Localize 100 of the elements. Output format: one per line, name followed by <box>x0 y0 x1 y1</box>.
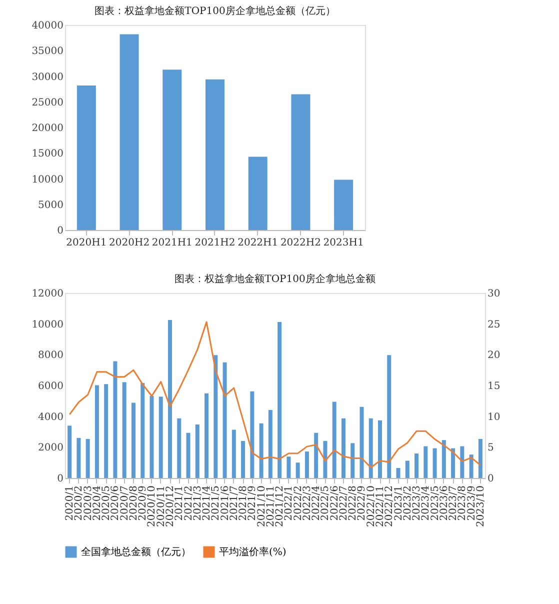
x-tick-label: 2020/2 <box>74 486 85 521</box>
y-tick-label: 5000 <box>38 200 64 211</box>
bar <box>469 454 474 478</box>
y-tick-label: 0 <box>57 226 64 236</box>
bar <box>478 438 482 478</box>
bar <box>177 418 182 478</box>
bar <box>304 451 309 478</box>
x-tick-label: 2023/8 <box>457 486 468 521</box>
y-tick-label: 2000 <box>38 442 64 454</box>
bar <box>334 180 354 230</box>
y-tick-label: 10000 <box>32 319 64 330</box>
bar <box>396 468 400 478</box>
bar <box>296 462 300 478</box>
bar <box>332 402 336 478</box>
x-tick-label: 2023/6 <box>438 486 450 521</box>
bar <box>168 320 172 478</box>
y2-tick-label: 5 <box>488 442 494 454</box>
bar <box>222 362 227 478</box>
x-tick-label: 2020/3 <box>82 486 94 521</box>
bar <box>150 396 154 478</box>
y2-tick-label: 25 <box>488 319 500 330</box>
x-tick-label: 2023/9 <box>466 486 478 521</box>
bar <box>360 406 364 478</box>
bar <box>268 410 272 478</box>
y-tick-label: 35000 <box>32 46 64 58</box>
x-tick-label: 2023/1 <box>393 486 404 521</box>
x-tick-label: 2022/2 <box>292 486 304 521</box>
x-tick-label: 2022/5 <box>320 486 332 521</box>
y-tick-label: 30000 <box>32 72 64 83</box>
y-tick-label: 6000 <box>38 381 64 392</box>
legend-label: 平均溢价率(%) <box>219 546 286 558</box>
x-tick-label: 2023H1 <box>323 238 364 248</box>
line-series <box>68 321 482 468</box>
y-tick-label: 20000 <box>32 123 64 134</box>
bar <box>113 361 118 478</box>
bar <box>122 382 126 478</box>
bar <box>186 432 190 478</box>
bar <box>76 85 96 230</box>
bar <box>341 418 346 478</box>
y-tick-label: 25000 <box>32 97 64 108</box>
x-tick-label: 2023/10 <box>475 486 486 528</box>
x-tick-label: 2021/9 <box>247 486 258 521</box>
x-tick-label: 2022/9 <box>356 486 368 521</box>
bar <box>451 448 456 478</box>
bar <box>278 322 282 478</box>
y2-tick-label: 30 <box>488 288 500 300</box>
x-tick-label: 2020/11 <box>156 486 167 528</box>
y2-tick-label: 15 <box>488 381 500 392</box>
x-tick-label: 2022/10 <box>366 486 377 528</box>
x-tick-label: 2020/10 <box>146 486 158 528</box>
x-tick-label: 2023/4 <box>420 486 432 521</box>
bar <box>286 456 291 478</box>
bar <box>206 79 224 230</box>
bar <box>131 402 136 478</box>
x-tick-label: 2021/2 <box>183 486 194 521</box>
bar <box>387 355 392 478</box>
x-tick-label: 2022H1 <box>238 238 278 248</box>
y2-tick-label: 0 <box>488 474 494 484</box>
bar <box>414 453 419 478</box>
y-tick-label: 0 <box>57 474 64 484</box>
bar <box>232 430 236 478</box>
y-tick-label: 15000 <box>32 148 64 160</box>
x-tick-label: 2022/11 <box>375 486 386 528</box>
y2-tick-label: 10 <box>488 412 500 423</box>
x-tick-label: 2021/5 <box>210 486 222 521</box>
bar <box>259 423 264 478</box>
bar <box>442 440 446 478</box>
y2-tick-label: 20 <box>488 350 500 362</box>
legend-label: 全国拿地总金额（亿元） <box>81 546 191 558</box>
bar <box>314 432 318 478</box>
x-tick-label: 2020/12 <box>165 486 176 528</box>
bar <box>104 384 108 478</box>
x-tick-label: 2021H2 <box>194 238 236 248</box>
y-tick-label: 40000 <box>32 20 64 32</box>
x-tick-label: 2021/1 <box>174 486 186 521</box>
bar <box>195 424 200 478</box>
bar <box>204 393 209 478</box>
bar <box>158 396 163 478</box>
x-tick-label: 2020/8 <box>128 486 140 521</box>
y-tick-label: 4000 <box>38 412 64 423</box>
x-tick-label: 2020/6 <box>110 486 122 521</box>
x-tick-label: 2022/12 <box>384 486 396 528</box>
chart-title: 图表：权益拿地金额TOP100房企拿地总金额（亿元） <box>94 5 336 17</box>
x-tick-label: 2020/7 <box>119 486 130 521</box>
bar <box>432 448 437 478</box>
x-tick-label: 2021/7 <box>228 486 240 521</box>
bar <box>368 418 373 478</box>
x-tick-label: 2020H1 <box>66 238 107 248</box>
bar <box>162 70 182 230</box>
bar <box>405 460 410 478</box>
bar <box>241 441 246 478</box>
x-tick-label: 2023/2 <box>402 486 414 521</box>
bar <box>214 355 218 478</box>
bar <box>424 446 428 478</box>
bar <box>68 426 72 478</box>
x-tick-label: 2021H1 <box>152 238 192 248</box>
y-tick-label: 8000 <box>38 350 64 362</box>
bar <box>76 438 81 478</box>
x-tick-label: 2023/5 <box>430 486 441 521</box>
bar <box>248 156 268 230</box>
